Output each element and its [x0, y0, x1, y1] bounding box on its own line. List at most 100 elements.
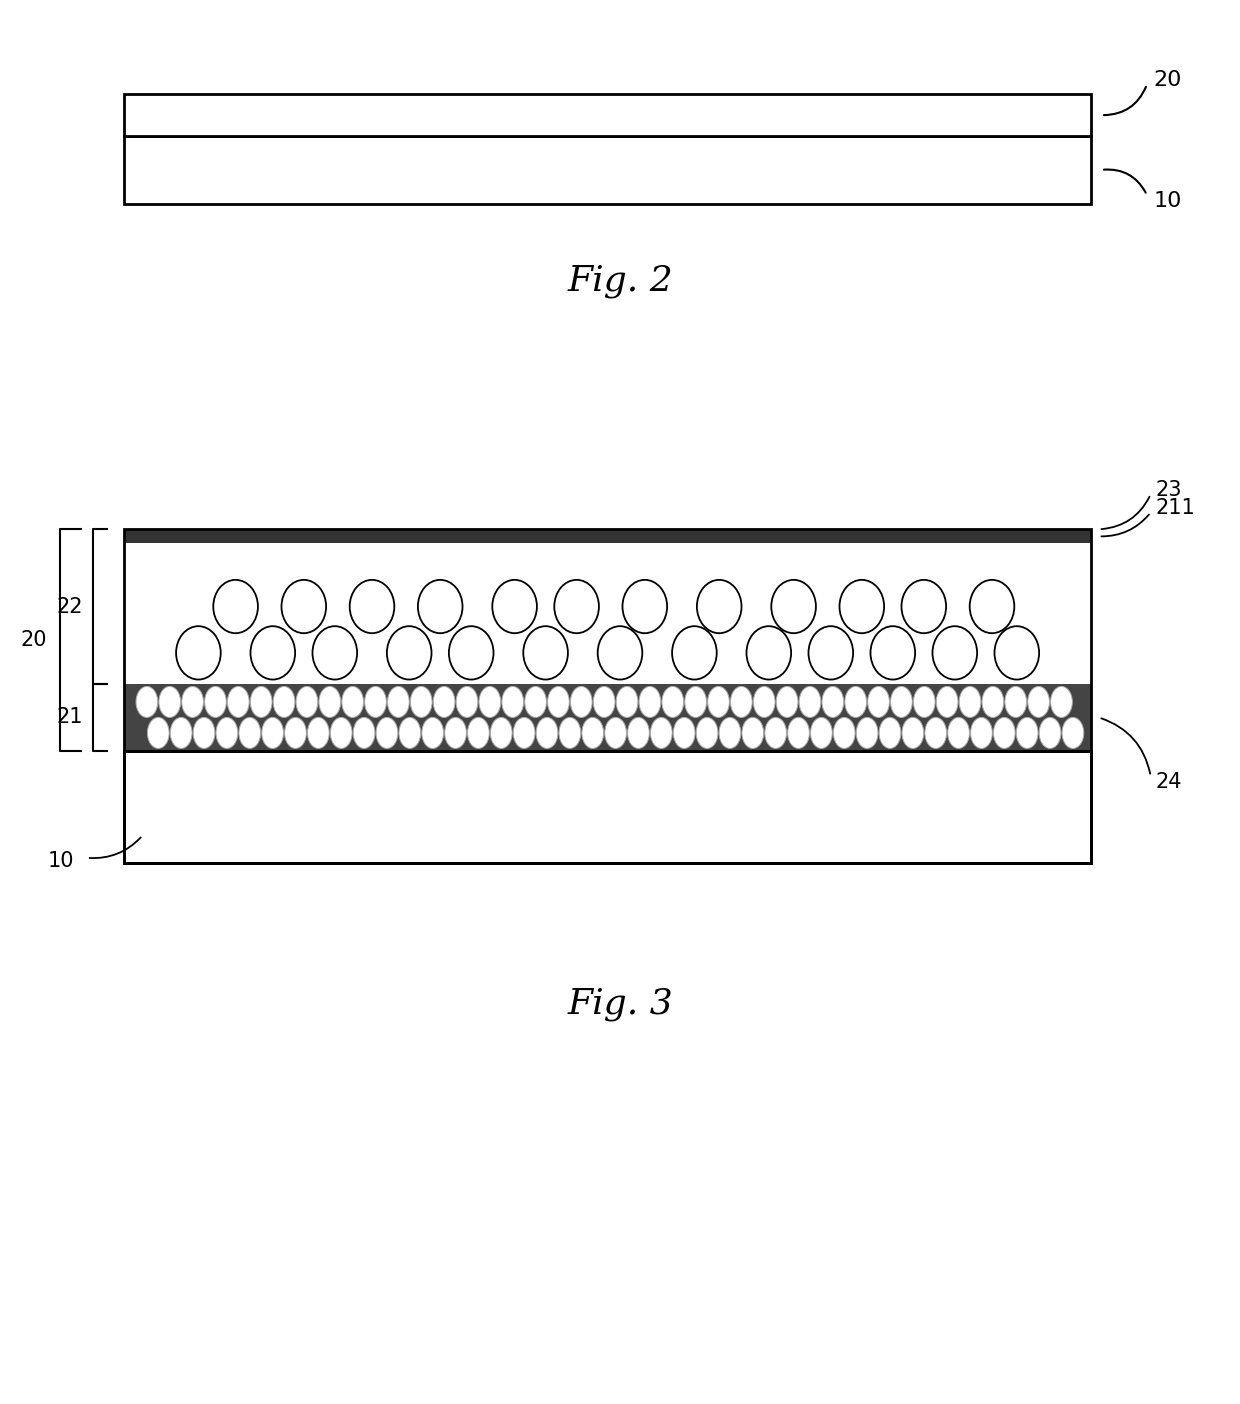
Ellipse shape [598, 626, 642, 680]
Ellipse shape [662, 687, 683, 717]
Ellipse shape [697, 580, 742, 633]
Ellipse shape [136, 687, 157, 717]
Ellipse shape [350, 580, 394, 633]
Ellipse shape [1050, 687, 1073, 717]
Ellipse shape [281, 580, 326, 633]
Ellipse shape [960, 687, 981, 717]
Ellipse shape [932, 626, 977, 680]
Ellipse shape [388, 687, 409, 717]
Ellipse shape [193, 717, 215, 748]
Ellipse shape [490, 717, 512, 748]
Ellipse shape [708, 687, 729, 717]
Bar [124, 684, 1091, 751]
Ellipse shape [982, 687, 1003, 717]
Ellipse shape [525, 687, 547, 717]
Ellipse shape [456, 687, 477, 717]
Ellipse shape [308, 717, 329, 748]
Text: 10: 10 [1153, 191, 1182, 211]
Ellipse shape [914, 687, 935, 717]
Ellipse shape [239, 717, 260, 748]
Ellipse shape [536, 717, 558, 748]
Ellipse shape [925, 717, 946, 748]
Ellipse shape [776, 687, 799, 717]
Ellipse shape [696, 717, 718, 748]
Ellipse shape [262, 717, 284, 748]
Ellipse shape [890, 687, 913, 717]
Ellipse shape [399, 717, 420, 748]
Ellipse shape [947, 717, 970, 748]
Ellipse shape [492, 580, 537, 633]
Ellipse shape [365, 687, 387, 717]
Text: 22: 22 [57, 597, 83, 616]
Ellipse shape [879, 717, 900, 748]
Ellipse shape [376, 717, 398, 748]
Ellipse shape [554, 580, 599, 633]
Ellipse shape [387, 626, 432, 680]
Ellipse shape [971, 717, 992, 748]
Ellipse shape [433, 687, 455, 717]
Ellipse shape [970, 580, 1014, 633]
Ellipse shape [418, 580, 463, 633]
Text: 20: 20 [21, 630, 47, 650]
Ellipse shape [627, 717, 650, 748]
Ellipse shape [811, 717, 832, 748]
Ellipse shape [822, 687, 843, 717]
Ellipse shape [771, 580, 816, 633]
Text: 10: 10 [48, 851, 74, 872]
Ellipse shape [870, 626, 915, 680]
Ellipse shape [746, 626, 791, 680]
Ellipse shape [342, 687, 363, 717]
Ellipse shape [719, 717, 740, 748]
Ellipse shape [754, 687, 775, 717]
Ellipse shape [353, 717, 374, 748]
Ellipse shape [639, 687, 661, 717]
Ellipse shape [523, 626, 568, 680]
Ellipse shape [582, 717, 604, 748]
Ellipse shape [159, 687, 181, 717]
Ellipse shape [1017, 717, 1038, 748]
Ellipse shape [213, 580, 258, 633]
Ellipse shape [651, 717, 672, 748]
Ellipse shape [559, 717, 580, 748]
Ellipse shape [227, 687, 249, 717]
Text: 211: 211 [1156, 498, 1195, 518]
Ellipse shape [622, 580, 667, 633]
Bar [124, 751, 1091, 863]
Ellipse shape [673, 717, 696, 748]
Bar [124, 543, 1091, 684]
Ellipse shape [684, 687, 707, 717]
Bar [124, 751, 1091, 863]
Bar [124, 136, 1091, 204]
Ellipse shape [330, 717, 352, 748]
Text: 20: 20 [1153, 70, 1182, 90]
Ellipse shape [216, 717, 238, 748]
Ellipse shape [901, 580, 946, 633]
Ellipse shape [296, 687, 317, 717]
Ellipse shape [839, 580, 884, 633]
Ellipse shape [445, 717, 466, 748]
Text: Fig. 2: Fig. 2 [567, 264, 673, 298]
Ellipse shape [449, 626, 494, 680]
Ellipse shape [833, 717, 856, 748]
Ellipse shape [994, 626, 1039, 680]
Ellipse shape [170, 717, 192, 748]
Ellipse shape [285, 717, 306, 748]
Text: 21: 21 [57, 708, 83, 727]
Ellipse shape [1039, 717, 1061, 748]
Ellipse shape [605, 717, 626, 748]
Ellipse shape [1004, 687, 1027, 717]
Ellipse shape [148, 717, 169, 748]
Ellipse shape [844, 687, 867, 717]
Ellipse shape [467, 717, 490, 748]
Ellipse shape [787, 717, 810, 748]
Ellipse shape [868, 687, 889, 717]
Bar [124, 529, 1091, 751]
Ellipse shape [742, 717, 764, 748]
Bar [124, 529, 1091, 543]
Ellipse shape [808, 626, 853, 680]
Ellipse shape [593, 687, 615, 717]
Ellipse shape [1061, 717, 1084, 748]
Bar [124, 94, 1091, 136]
Ellipse shape [730, 687, 753, 717]
Ellipse shape [422, 717, 444, 748]
